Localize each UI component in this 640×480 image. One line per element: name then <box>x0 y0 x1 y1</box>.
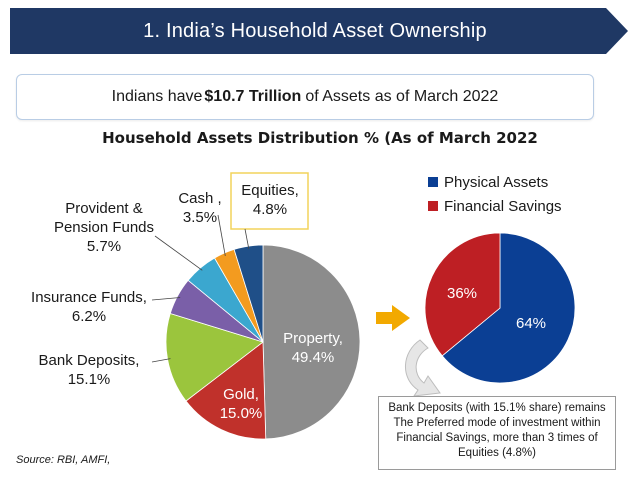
leader-provident-pension-funds <box>154 235 203 271</box>
page-title: 1. India’s Household Asset Ownership <box>143 19 487 42</box>
leader-cash <box>217 214 226 256</box>
insight-note: Bank Deposits (with 15.1% share) remains… <box>378 396 616 470</box>
pie-slice-property <box>262 244 361 440</box>
headline-prefix: Indians have <box>111 88 203 105</box>
label-equities: Equities, 4.8% <box>241 182 299 218</box>
curved-arrow-icon <box>405 339 441 397</box>
headline-suffix: of Assets as of March 2022 <box>305 88 499 105</box>
chart-title: Household Assets Distribution % (As of M… <box>102 129 538 147</box>
pie2-slice-financial-savings <box>424 232 501 357</box>
label-provident-pension-funds: Provident & Pension Funds 5.7% <box>54 200 154 255</box>
label-insurance-funds: Insurance Funds, 6.2% <box>31 289 147 325</box>
title-banner: 1. India’s Household Asset Ownership <box>10 8 628 54</box>
legend-swatch-financial-savings <box>428 201 438 211</box>
headline-amount: $10.7 Trillion <box>204 88 302 105</box>
leader-bank-deposits <box>151 358 171 363</box>
legend-label-financial-savings: Financial Savings <box>444 198 562 215</box>
legend-label-physical-assets: Physical Assets <box>444 174 548 191</box>
headline-box: Indians have $10.7 Trillion of Assets as… <box>16 74 594 120</box>
leader-equities <box>244 228 250 250</box>
banner-shape <box>10 8 628 54</box>
leader-insurance-funds <box>151 297 181 301</box>
label-financial-pct: 36% <box>447 285 477 302</box>
label-physical-pct: 64% <box>516 315 546 332</box>
arrow-right-icon <box>376 305 410 331</box>
label-cash: Cash , 3.5% <box>178 190 221 226</box>
equities-callout-box <box>230 172 309 230</box>
pie2-slice-physical-assets <box>441 232 576 384</box>
pie-slice-gold <box>185 341 267 440</box>
legend-swatch-physical-assets <box>428 177 438 187</box>
source-note: Source: RBI, AMFI, <box>16 454 111 466</box>
label-property: Property, 49.4% <box>283 330 343 366</box>
label-gold: Gold, 15.0% <box>220 386 263 422</box>
label-bank-deposits: Bank Deposits, 15.1% <box>39 352 140 388</box>
